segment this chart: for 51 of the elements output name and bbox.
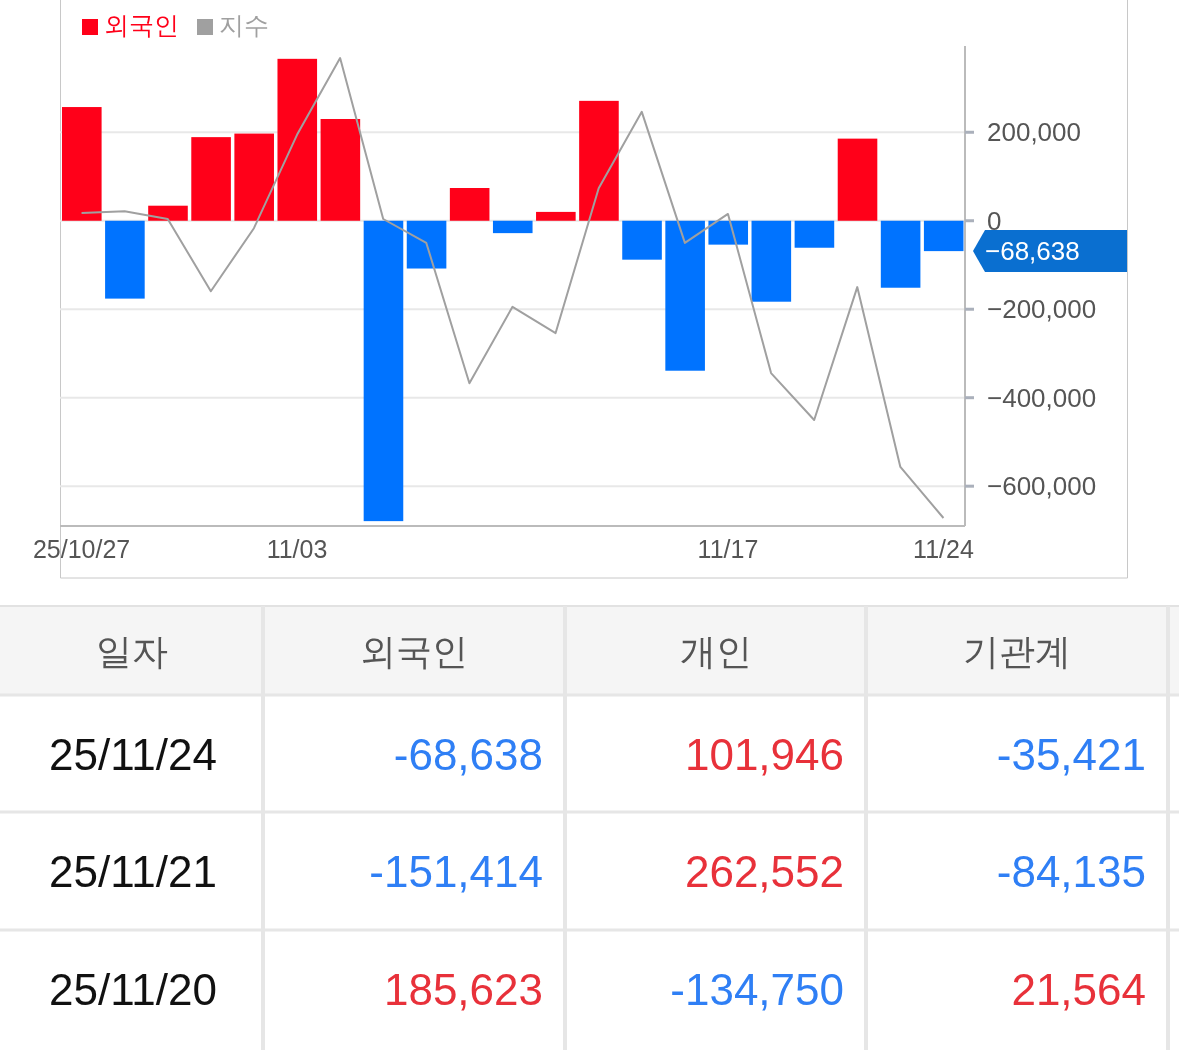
bar (62, 107, 102, 221)
category-label: 25/11/24 (48, 730, 218, 779)
bar (708, 220, 749, 245)
bar (622, 220, 662, 260)
bar (277, 58, 318, 221)
bar (191, 137, 231, 221)
bar (492, 220, 533, 234)
text: -35,421 (996, 730, 1146, 779)
bar (234, 133, 274, 221)
y-tick-label: 200,000 (987, 117, 1081, 148)
category-label: 25/11/21 (48, 847, 218, 896)
text: -68,638 (393, 730, 543, 779)
text: 일자 (95, 631, 168, 672)
bar (406, 220, 447, 269)
category-label: 외국인 (360, 631, 468, 672)
legend: 외국인 (82, 11, 179, 40)
bar (363, 220, 404, 522)
text: −68,638 (985, 236, 1080, 267)
text: 185,623 (383, 965, 543, 1014)
x-tick-label: 11/24 (913, 535, 974, 563)
legend-label: 외국인 (104, 11, 179, 40)
bar (320, 119, 361, 221)
y-tick-label: −400,000 (987, 382, 1097, 413)
bar (148, 205, 188, 221)
bar (536, 211, 576, 221)
text: 21,564 (1011, 965, 1146, 1014)
x-tick-label: 11/17 (697, 535, 759, 563)
y-tick-label: −200,000 (987, 294, 1097, 325)
x-tick-label: 25/10/27 (32, 535, 131, 563)
bar (837, 138, 878, 221)
y-tick-label: −600,000 (987, 471, 1097, 502)
bar (449, 188, 490, 221)
bar (794, 220, 835, 248)
bar (923, 220, 964, 252)
legend: 지수 (197, 11, 269, 40)
bar (751, 220, 792, 302)
category-label: 기관계 (963, 631, 1071, 672)
bar (105, 220, 145, 299)
text: -84,135 (996, 847, 1146, 896)
bar (579, 100, 619, 221)
y-tick-label: 0 (987, 205, 1002, 236)
category-label: 개인 (679, 631, 752, 672)
text: 262,552 (684, 847, 844, 896)
legend-label: 지수 (219, 11, 269, 40)
bar (665, 220, 705, 371)
text: -134,750 (670, 965, 844, 1014)
text: 101,946 (684, 730, 844, 779)
text: -151,414 (369, 847, 543, 896)
bar (880, 220, 921, 288)
x-tick-label: 11/03 (266, 535, 328, 563)
category-label: 25/11/20 (48, 965, 218, 1014)
